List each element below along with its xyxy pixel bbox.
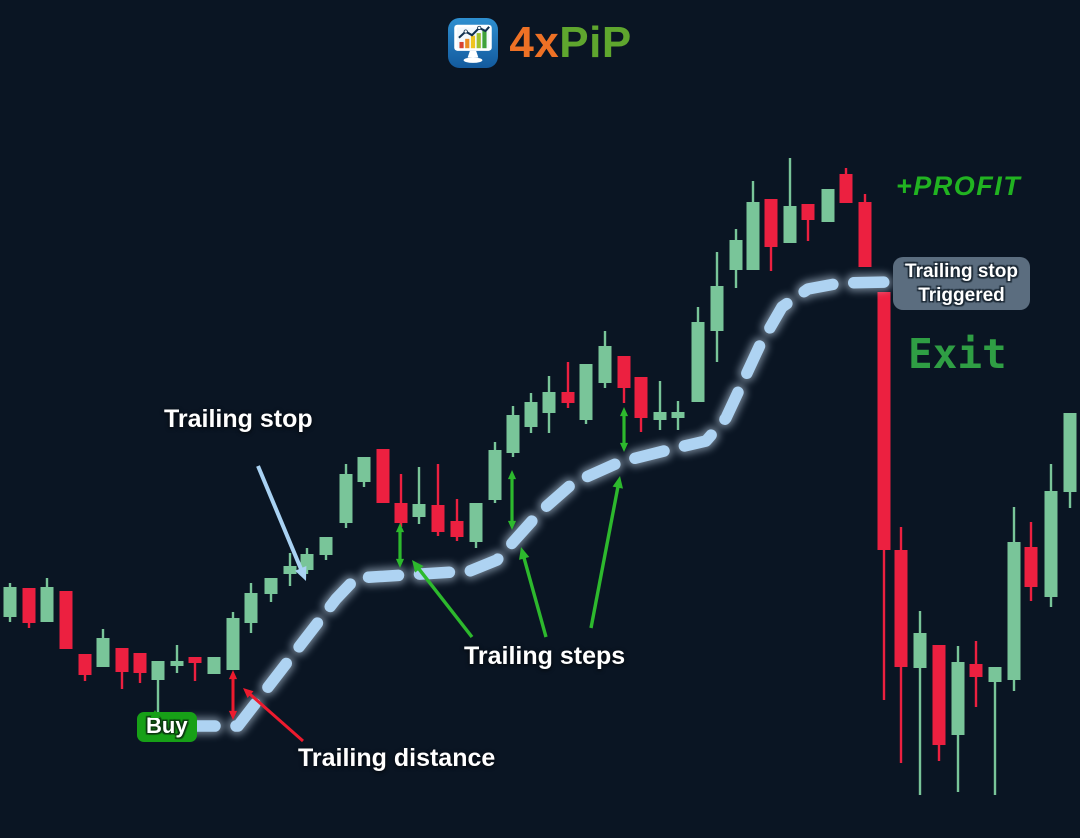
trailing-steps-pointer-arrow-2-head	[519, 547, 530, 560]
candle-body	[226, 618, 240, 670]
candle-body	[450, 521, 464, 537]
candle-body	[1007, 542, 1021, 680]
candle-body	[207, 657, 221, 674]
candle-body	[801, 204, 815, 220]
candle-body	[764, 199, 778, 247]
exit-label: Exit	[908, 330, 1007, 378]
candle-body	[357, 457, 371, 482]
candle-body	[22, 588, 36, 623]
candle-body	[506, 415, 520, 453]
candle-body	[877, 292, 891, 550]
candle-body	[59, 591, 73, 649]
candle-body	[913, 633, 927, 668]
candle-body	[542, 392, 556, 413]
candle-body	[1024, 547, 1038, 587]
candle-body	[339, 474, 353, 523]
trailing-distance-label: Trailing distance	[298, 744, 496, 772]
candle-body	[96, 638, 110, 667]
trailing-stop-triggered-badge: Trailing stop Triggered	[893, 257, 1030, 310]
candle-body	[3, 587, 17, 617]
monitor-chart-icon	[448, 18, 499, 68]
candle-body	[524, 402, 538, 427]
trailing-distance-pointer-arrow	[246, 691, 304, 743]
candle-body	[894, 550, 908, 667]
candle-body	[729, 240, 743, 270]
candle-body	[133, 653, 147, 673]
candle-body	[264, 578, 278, 594]
buy-badge: Buy	[137, 710, 197, 742]
candle-body	[932, 645, 946, 745]
triggered-badge-line2: Triggered	[918, 284, 1005, 306]
candle-body	[1063, 413, 1077, 492]
candle-body	[710, 286, 724, 331]
candle-body	[376, 449, 390, 503]
trailing-step-arrow-1-head	[395, 523, 405, 533]
candle-body	[1044, 491, 1058, 597]
candle-body	[412, 504, 426, 517]
trailing-distance-arrow-head	[228, 710, 238, 720]
candle-body	[283, 566, 297, 574]
logo-text-pip: PiP	[559, 18, 632, 67]
candle-body	[170, 661, 184, 666]
trailing-steps-pointer-arrow-2	[521, 554, 548, 638]
candle-body	[653, 412, 667, 420]
trailing-stop-pointer-arrow	[256, 465, 305, 574]
candle-body	[579, 364, 593, 420]
profit-label: +PROFIT	[896, 171, 1022, 201]
candle-body	[821, 189, 835, 222]
trailing-steps-pointer-arrow-1-head	[412, 560, 424, 573]
trailing-steps-pointer-arrow-3	[589, 483, 621, 629]
candle-body	[394, 503, 408, 523]
candle-body	[40, 587, 54, 622]
candle-body	[300, 554, 314, 570]
trailing-distance-arrow-head	[228, 670, 238, 680]
candle-body	[431, 505, 445, 532]
candle-body	[469, 503, 483, 542]
logo-text-4x: 4x	[509, 18, 560, 67]
trailing-steps-pointer-arrow-1	[415, 565, 474, 639]
candle-body	[634, 377, 648, 418]
candle-body	[561, 392, 575, 403]
logo-text: 4xPiP	[509, 18, 631, 68]
candle-body	[617, 356, 631, 388]
candle-body	[951, 662, 965, 735]
candle-body	[115, 648, 129, 672]
candle-body	[319, 537, 333, 555]
candle-body	[988, 667, 1002, 682]
candle-body	[969, 664, 983, 677]
trailing-stop-line	[179, 276, 899, 732]
logo: 4xPiP	[0, 18, 1080, 68]
candle-body	[188, 657, 202, 663]
candle-body	[783, 206, 797, 243]
trailing-steps-label: Trailing steps	[464, 642, 626, 670]
trailing-step-arrow-3-head	[619, 442, 629, 452]
candle-body	[151, 661, 165, 680]
candle-body	[78, 654, 92, 675]
candle-body	[746, 202, 760, 270]
candle-body	[858, 202, 872, 267]
candle-body	[691, 322, 705, 402]
trailing-step-arrow-3-head	[619, 407, 629, 417]
candle-body	[839, 174, 853, 203]
candle-body	[671, 412, 685, 418]
trailing-steps-pointer-arrow-3-head	[612, 476, 623, 489]
trailing-distance-pointer-arrow-head	[243, 688, 254, 699]
candle-body	[598, 346, 612, 383]
trailing-stop-pointer-arrow-head	[295, 566, 307, 581]
trailing-stop-label: Trailing stop	[164, 405, 313, 433]
trailing-step-arrow-1-head	[395, 558, 405, 568]
trailing-step-arrow-2-head	[507, 470, 517, 480]
candle-body	[244, 593, 258, 623]
triggered-badge-line1: Trailing stop	[905, 260, 1018, 282]
trailing-step-arrow-2-head	[507, 520, 517, 530]
candle-body	[488, 450, 502, 500]
